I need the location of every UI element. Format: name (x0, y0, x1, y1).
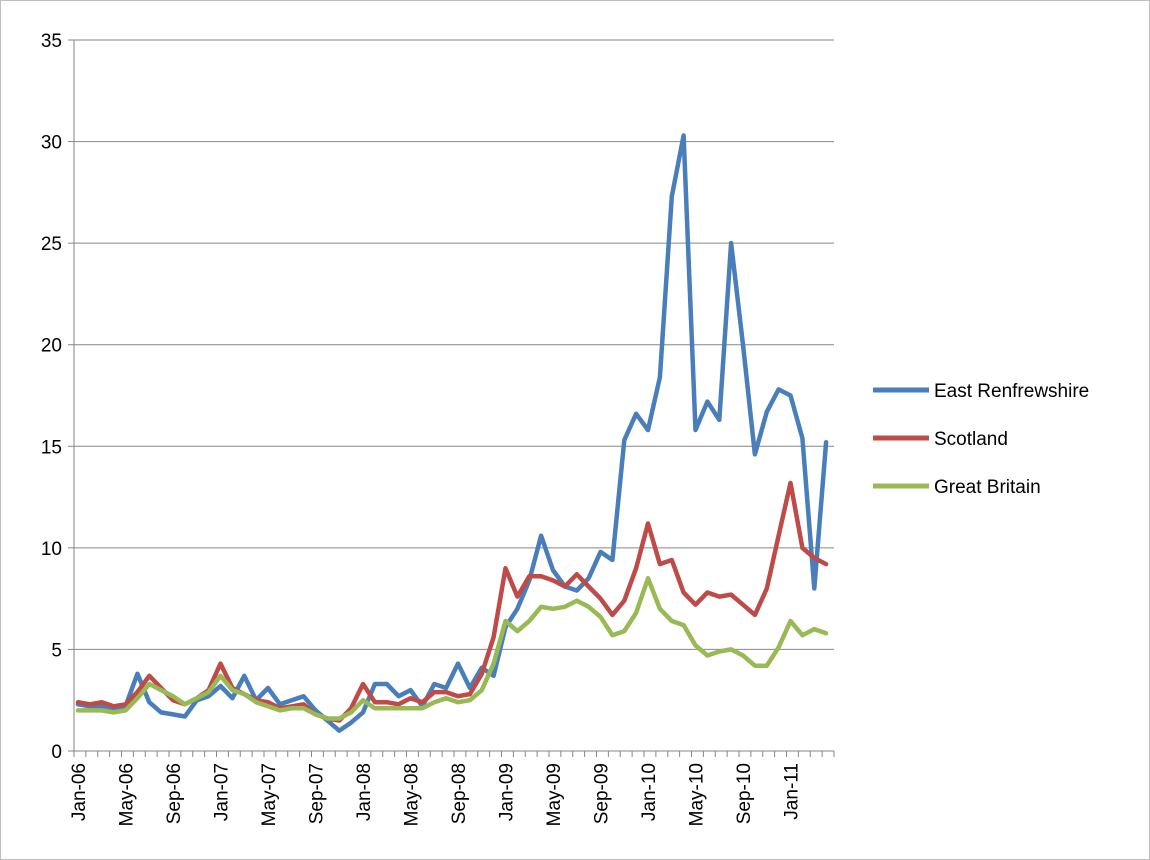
y-tick-label: 20 (41, 336, 62, 357)
x-tick-label: May-06 (117, 763, 138, 826)
x-tick-label: May-08 (402, 763, 423, 826)
x-tick-label: May-10 (687, 763, 708, 826)
x-tick-label: Jan-07 (212, 763, 233, 821)
x-tick-label: Jan-08 (354, 763, 375, 821)
legend-item: Scotland (873, 429, 1008, 450)
x-tick-label: Jan-10 (639, 763, 660, 821)
y-tick-label: 10 (41, 539, 62, 560)
legend-label: East Renfrewshire (934, 381, 1089, 402)
axes (68, 39, 835, 757)
y-tick-label: 25 (41, 234, 62, 255)
y-tick-label: 5 (51, 640, 62, 661)
y-tick-label: 35 (41, 31, 62, 52)
legend-item: East Renfrewshire (873, 381, 1089, 402)
y-axis-tick-labels: 0 5 10 15 20 25 30 35 (41, 31, 62, 763)
y-tick-label: 30 (41, 133, 62, 154)
legend-label: Great Britain (934, 477, 1041, 498)
y-tick-label: 15 (41, 437, 62, 458)
series-line-east-renfrewshire (75, 133, 829, 733)
x-tick-label: Jan-11 (782, 763, 803, 820)
legend: East Renfrewshire Scotland Great Britain (873, 381, 1089, 498)
series-lines (75, 133, 829, 733)
x-tick-label: Sep-10 (734, 763, 755, 824)
legend-label: Scotland (934, 429, 1008, 450)
legend-item: Great Britain (873, 477, 1041, 498)
x-axis-tick-labels: Jan-06 May-06 Sep-06 Jan-07 May-07 Sep-07 Jan-… (69, 763, 803, 826)
x-tick-label: Sep-08 (449, 763, 470, 824)
x-tick-label: Sep-07 (307, 763, 328, 824)
x-tick-label: Sep-06 (164, 763, 185, 824)
x-tick-label: May-09 (544, 763, 565, 826)
x-tick-label: May-07 (259, 763, 280, 826)
gridlines (74, 39, 834, 650)
y-tick-label: 0 (51, 742, 62, 763)
series-line-great-britain (75, 576, 829, 721)
x-tick-label: Sep-09 (592, 763, 613, 824)
x-tick-label: Jan-06 (69, 763, 90, 821)
series-line-scotland (75, 480, 829, 723)
x-tick-label: Jan-09 (497, 763, 518, 821)
